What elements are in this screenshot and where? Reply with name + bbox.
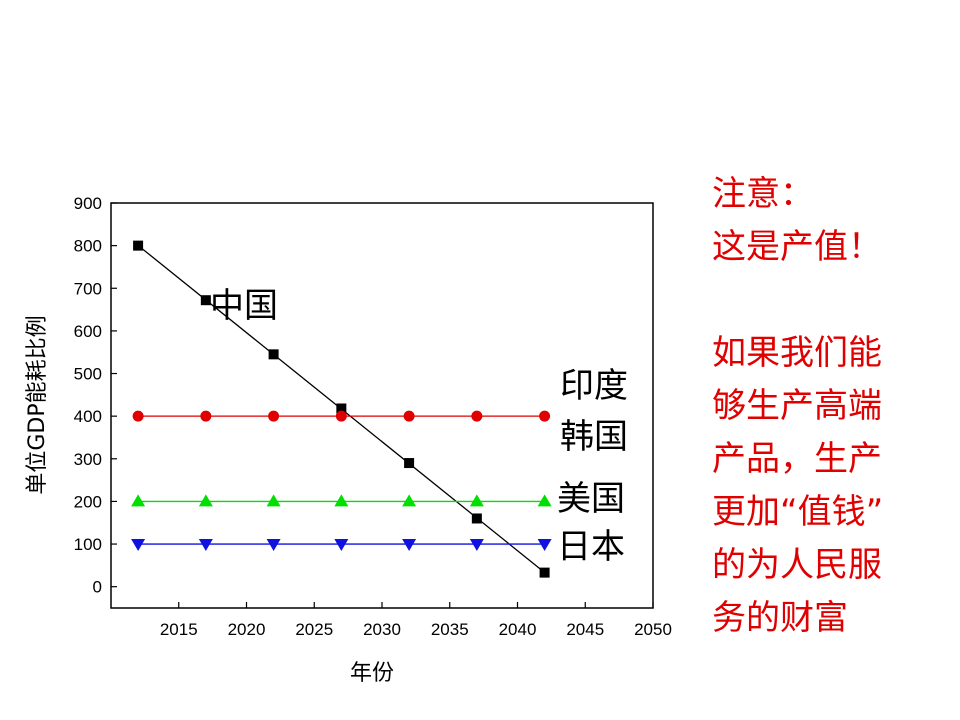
x-tick-label: 2045 xyxy=(566,620,604,639)
x-tick-label: 2050 xyxy=(634,620,672,639)
data-point xyxy=(334,539,349,552)
data-point xyxy=(469,539,484,552)
data-point xyxy=(266,539,281,552)
note-line: 如果我们能 xyxy=(712,333,882,373)
data-point xyxy=(471,513,482,524)
data-point xyxy=(198,494,213,507)
y-tick-label: 700 xyxy=(74,279,102,298)
y-tick-label: 0 xyxy=(93,578,102,597)
data-point xyxy=(403,410,415,422)
data-point xyxy=(537,539,552,552)
note-line: 够生产高端 xyxy=(712,386,882,426)
note-line: 务的财富 xyxy=(712,598,848,638)
x-tick-label: 2020 xyxy=(228,620,266,639)
x-axis: 2015 2020 2025 2030 2035 2040 2045 2050 xyxy=(160,602,672,639)
x-tick-label: 2015 xyxy=(160,620,198,639)
y-tick-label: 900 xyxy=(74,194,102,213)
note-line: 的为人民服 xyxy=(712,545,882,585)
label-japan: 日本 xyxy=(557,527,625,567)
x-axis-title: 年份 xyxy=(350,661,394,686)
data-point xyxy=(539,567,550,578)
data-point xyxy=(268,410,280,422)
y-tick-label: 400 xyxy=(74,407,102,426)
data-point xyxy=(133,240,144,251)
data-point xyxy=(402,494,417,507)
note-box: 注意： 这是产值！ 如果我们能 够生产高端 产品，生产 更加“值钱” 的为人民服… xyxy=(712,168,952,645)
data-point xyxy=(198,539,213,552)
data-point xyxy=(132,410,144,422)
data-point xyxy=(537,494,552,507)
note-line: 更加“值钱” xyxy=(712,492,884,532)
data-point xyxy=(336,403,347,414)
data-point xyxy=(402,539,417,552)
note-line: 注意： xyxy=(712,174,814,214)
x-tick-label: 2040 xyxy=(499,620,537,639)
label-korea: 韩国 xyxy=(560,417,628,457)
y-tick-label: 100 xyxy=(74,535,102,554)
y-tick-label: 600 xyxy=(74,322,102,341)
data-point xyxy=(266,494,281,507)
data-point xyxy=(404,458,415,469)
note-gap xyxy=(712,274,952,327)
data-point xyxy=(268,349,279,360)
note-line: 产品，生产 xyxy=(712,439,882,479)
x-tick-label: 2035 xyxy=(431,620,469,639)
x-tick-label: 2030 xyxy=(363,620,401,639)
label-china: 中国 xyxy=(210,286,278,326)
data-point xyxy=(200,295,211,306)
y-tick-label: 200 xyxy=(74,492,102,511)
data-point xyxy=(200,410,212,422)
y-tick-label: 500 xyxy=(74,365,102,384)
data-point xyxy=(335,410,347,422)
data-point xyxy=(469,494,484,507)
y-tick-label: 300 xyxy=(74,450,102,469)
label-usa: 美国 xyxy=(557,479,625,519)
data-point xyxy=(131,494,146,507)
data-point xyxy=(471,410,483,422)
data-point xyxy=(334,494,349,507)
data-point xyxy=(539,410,551,422)
data-point xyxy=(131,539,146,552)
x-tick-label: 2025 xyxy=(295,620,333,639)
note-line: 这是产值！ xyxy=(712,227,882,267)
series-markers xyxy=(131,240,552,578)
y-tick-label: 800 xyxy=(74,237,102,256)
y-axis-title: 单位GDP能耗比例 xyxy=(25,315,50,494)
y-axis: 0 100 200 300 400 500 600 700 800 900 xyxy=(74,194,117,597)
label-india: 印度 xyxy=(560,366,628,406)
